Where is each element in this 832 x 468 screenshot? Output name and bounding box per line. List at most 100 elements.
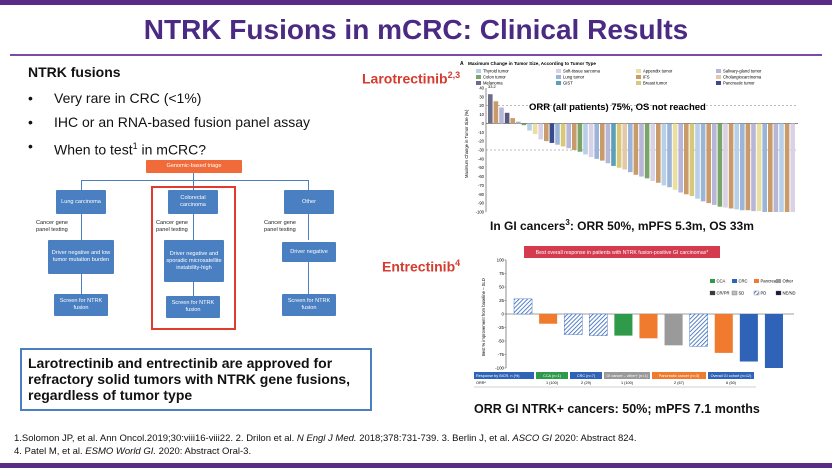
flow-other-screen-box: Screen for NTRK fusion xyxy=(282,294,336,316)
waterfall-bar xyxy=(516,121,521,124)
approval-callout: Larotrectinib and entrectinib are approv… xyxy=(20,348,372,411)
table-group-cell xyxy=(604,372,650,379)
legend-label: GIST xyxy=(563,81,573,86)
legend-swatch xyxy=(753,290,760,296)
waterfall-bar xyxy=(656,123,661,183)
waterfall-bar xyxy=(544,123,549,142)
waterfall-bar xyxy=(588,123,594,158)
waterfall-bar xyxy=(594,123,599,159)
table-group-cell xyxy=(536,372,568,379)
legend-swatch xyxy=(556,81,561,85)
waterfall-bar xyxy=(700,123,706,202)
table-orr-value: 1 (100) xyxy=(621,381,634,385)
legend-swatch xyxy=(476,75,481,79)
table-group-cell xyxy=(652,372,706,379)
waterfall-bar xyxy=(563,313,583,335)
chart2-response-table: Response by BICR, n (%) ORR* CCA (n=1) 1 (1… xyxy=(474,372,756,388)
waterfall-bar xyxy=(712,123,717,205)
chart1-orr-annotation: ORR (all patients) 75%, OS not reached xyxy=(529,102,706,113)
legend-label: Thyroid tumor xyxy=(483,69,509,74)
entrectinib-waterfall-chart: Best overall response in patients with N… xyxy=(474,246,796,388)
legend-label: Salivary-gland tumor xyxy=(723,69,762,74)
table-orr-value: 6 (50) xyxy=(726,381,737,385)
waterfall-bar xyxy=(784,123,790,212)
table-group-cell xyxy=(570,372,602,379)
y-tick-label: 0 xyxy=(482,121,485,126)
legend-label: IFS xyxy=(643,75,650,80)
legend-label: CR/PR xyxy=(717,291,730,296)
waterfall-bar xyxy=(639,123,644,177)
chart2-ylabel: Best % improvement from baseline – SLD xyxy=(481,278,486,356)
entrectinib-gi-caption: ORR GI NTRK+ cancers: 50%; mPFS 7.1 mont… xyxy=(474,402,760,416)
larotrectinib-gi-caption: In GI cancers3: ORR 50%, mPFS 5.3m, OS 3… xyxy=(490,218,754,233)
legend-swatch xyxy=(776,279,781,283)
y-tick-label: 20 xyxy=(479,103,484,108)
waterfall-bar xyxy=(672,123,678,190)
waterfall-bar xyxy=(689,313,708,347)
y-tick-label: -60 xyxy=(478,174,485,179)
table-group-label: CRC (n=7) xyxy=(577,374,596,378)
waterfall-bar xyxy=(504,112,510,124)
waterfall-bar xyxy=(768,123,773,212)
y-tick-label: -75 xyxy=(498,352,505,357)
testing-flowchart: Genomic-based triage Lung carcinoma Canc… xyxy=(26,160,356,335)
flow-connector xyxy=(308,214,309,240)
table-orr-value: 2 (29) xyxy=(581,381,592,385)
waterfall-bar xyxy=(510,118,515,124)
y-tick-label: -90 xyxy=(478,201,485,206)
legend-swatch xyxy=(476,69,481,73)
waterfall-bar xyxy=(499,107,504,124)
chart1-bars xyxy=(488,94,795,212)
waterfall-bar xyxy=(695,123,700,199)
table-group-cell xyxy=(708,372,754,379)
y-tick-label: 0 xyxy=(502,312,505,317)
waterfall-bar xyxy=(661,123,667,186)
waterfall-bar xyxy=(667,123,672,188)
legend-label: SD xyxy=(739,291,745,296)
legend-label: Pancreatic xyxy=(761,279,781,284)
legend-label: Breast tumor xyxy=(643,81,668,86)
legend-swatch xyxy=(754,279,759,283)
flow-connector xyxy=(193,214,194,240)
waterfall-bar xyxy=(650,123,655,181)
legend-swatch xyxy=(732,279,737,283)
waterfall-bar xyxy=(664,314,683,346)
flow-connector xyxy=(81,180,308,181)
legend-swatch xyxy=(709,290,716,296)
larotrectinib-waterfall-chart: A Maximum Change in Tumor Size, Accordin… xyxy=(460,61,798,215)
waterfall-bar xyxy=(684,123,689,195)
bullet-text-tail: in mCRC? xyxy=(137,141,207,158)
y-tick-label: 25 xyxy=(499,298,504,303)
flow-crc-driver-box: Driver negative and sporadic microsatell… xyxy=(164,240,224,282)
flow-connector xyxy=(81,214,82,240)
waterfall-bar xyxy=(678,123,683,193)
legend-swatch xyxy=(556,75,561,79)
waterfall-bar xyxy=(513,298,533,315)
chart2-title-banner xyxy=(524,246,720,258)
waterfall-bar xyxy=(734,123,739,210)
waterfall-bar xyxy=(723,123,728,208)
legend-swatch xyxy=(716,75,721,79)
ntrk-bullet-list: • Very rare in CRC (<1%) • IHC or an RNA-b… xyxy=(28,86,310,162)
waterfall-bar xyxy=(689,123,695,197)
y-tick-label: 100 xyxy=(497,258,505,263)
y-tick-label: 40 xyxy=(479,86,484,91)
waterfall-bar xyxy=(555,123,560,145)
legend-label: Other xyxy=(783,279,794,284)
reference-line: 1.Solomon JP, et al. Ann Oncol.2019;30:v… xyxy=(14,433,637,444)
flow-connector xyxy=(308,180,309,190)
table-group-label: GI cancer – other† (n=1) xyxy=(606,374,648,378)
waterfall-bar xyxy=(614,314,633,336)
chart2-bars xyxy=(513,298,783,368)
chart1-ylabel: Maximum Change in Tumor Size (%) xyxy=(464,109,469,178)
legend-swatch xyxy=(716,81,721,85)
waterfall-bar xyxy=(566,123,571,149)
table-group-label: CCA (n=1) xyxy=(543,374,562,378)
y-tick-label: -50 xyxy=(498,339,505,344)
chart2-legend: CCA CRC Pancreatic Other CR/PR SD PD NE/ND xyxy=(709,279,796,296)
bottom-accent-bar xyxy=(0,463,832,468)
waterfall-bar xyxy=(572,123,577,150)
y-tick-label: -100 xyxy=(476,210,485,215)
y-tick-label: -25 xyxy=(498,325,505,330)
chart1-first-bar-label: 33.2 xyxy=(488,84,497,89)
